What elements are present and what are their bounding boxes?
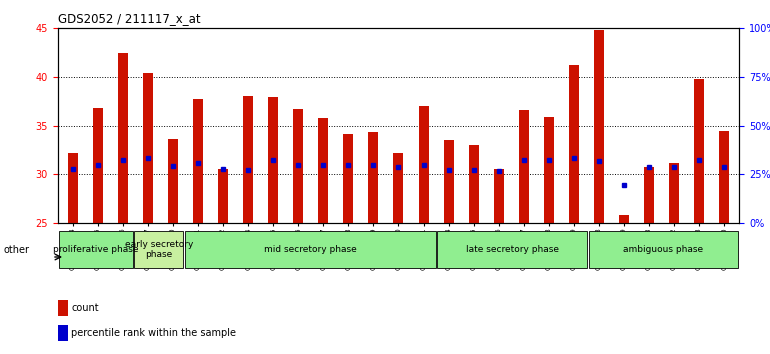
Text: GDS2052 / 211117_x_at: GDS2052 / 211117_x_at bbox=[58, 12, 200, 25]
Bar bbox=[644, 166, 654, 223]
Bar bbox=[93, 108, 103, 223]
Bar bbox=[393, 153, 403, 223]
Text: late secretory phase: late secretory phase bbox=[466, 245, 558, 254]
Bar bbox=[143, 73, 153, 223]
Bar bbox=[293, 109, 303, 223]
Bar bbox=[519, 110, 529, 223]
Bar bbox=[619, 215, 629, 223]
Text: proliferative phase: proliferative phase bbox=[53, 245, 139, 254]
FancyBboxPatch shape bbox=[59, 231, 132, 268]
Bar bbox=[343, 135, 353, 223]
Bar bbox=[58, 299, 68, 316]
Bar bbox=[719, 131, 729, 223]
Bar bbox=[544, 117, 554, 223]
Bar bbox=[243, 96, 253, 223]
Bar bbox=[569, 65, 579, 223]
Bar bbox=[669, 163, 679, 223]
Text: other: other bbox=[4, 245, 30, 255]
Bar bbox=[168, 139, 178, 223]
FancyBboxPatch shape bbox=[437, 231, 587, 268]
Text: count: count bbox=[72, 303, 99, 313]
FancyBboxPatch shape bbox=[588, 231, 738, 268]
Bar bbox=[268, 97, 278, 223]
Bar bbox=[318, 118, 328, 223]
Bar bbox=[118, 53, 128, 223]
FancyBboxPatch shape bbox=[185, 231, 436, 268]
Bar bbox=[58, 325, 68, 341]
FancyBboxPatch shape bbox=[134, 231, 183, 268]
Bar bbox=[419, 106, 429, 223]
Text: mid secretory phase: mid secretory phase bbox=[264, 245, 357, 254]
Bar bbox=[494, 170, 504, 223]
Bar bbox=[444, 140, 454, 223]
Bar bbox=[218, 170, 228, 223]
Text: percentile rank within the sample: percentile rank within the sample bbox=[72, 328, 236, 338]
Bar bbox=[368, 132, 378, 223]
Bar bbox=[694, 79, 704, 223]
Text: early secretory
phase: early secretory phase bbox=[125, 240, 193, 259]
Bar bbox=[469, 145, 479, 223]
Bar bbox=[594, 30, 604, 223]
Bar bbox=[193, 99, 203, 223]
Text: ambiguous phase: ambiguous phase bbox=[624, 245, 704, 254]
Bar bbox=[68, 153, 78, 223]
